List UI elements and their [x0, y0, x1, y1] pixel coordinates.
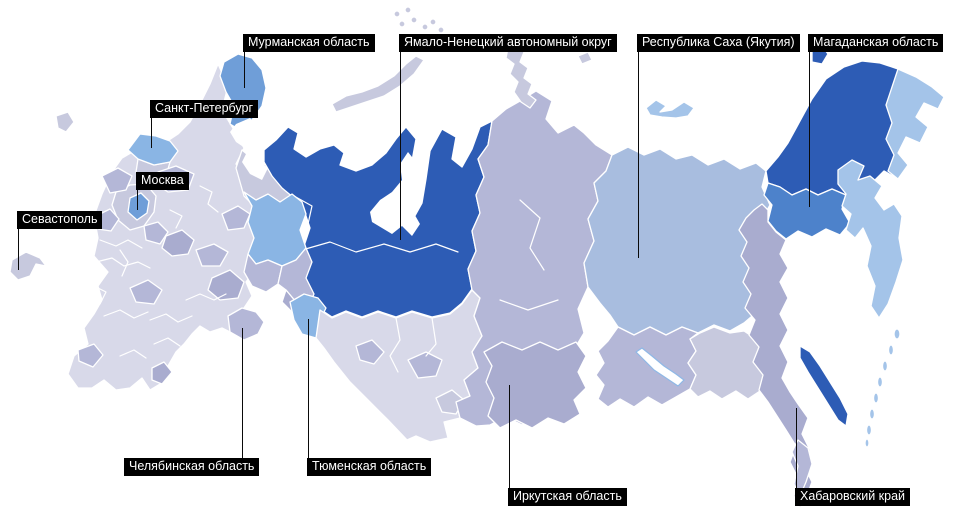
border-line — [149, 313, 193, 323]
border-line — [99, 239, 143, 249]
severnaya-zemlya-2 — [577, 51, 593, 65]
novaya-zemlya-south — [331, 55, 425, 113]
white-sea — [230, 118, 268, 180]
ob-gulf — [370, 152, 420, 236]
leader-line — [400, 52, 401, 240]
leader-line — [796, 408, 797, 488]
callout-label: Магаданская область — [808, 34, 944, 52]
callout-label: Тюменская область — [307, 458, 432, 476]
region-krasnodar[interactable] — [77, 343, 104, 368]
border-line — [119, 349, 147, 359]
callout-label: Иркутская область — [508, 488, 627, 506]
callout-label: Москва — [136, 172, 189, 190]
callout-label: Республика Саха (Якутия) — [637, 34, 800, 52]
franz-josef-land — [393, 6, 445, 34]
leader-line — [244, 52, 245, 88]
region-leningrad-spb[interactable] — [127, 133, 179, 166]
novaya-zemlya-north — [505, 43, 537, 109]
region-novosibirsk[interactable] — [407, 351, 443, 379]
kuril-islands — [864, 328, 901, 448]
border-line — [169, 209, 183, 229]
region-komi[interactable] — [243, 191, 307, 267]
region-chelyabinsk[interactable] — [227, 307, 265, 341]
leader-line — [151, 118, 152, 148]
region-dagestan[interactable] — [151, 361, 173, 385]
region-ural-strip[interactable] — [277, 247, 315, 309]
region-krasnoyarsk[interactable] — [455, 90, 613, 427]
border-line — [499, 299, 559, 311]
region-chukotka-east[interactable] — [885, 68, 945, 180]
region-tatarstan[interactable] — [195, 243, 229, 267]
callout-label: Хабаровский край — [795, 488, 911, 506]
region-omsk[interactable] — [355, 339, 385, 365]
region-sakha[interactable] — [583, 146, 771, 336]
region-irkutsk[interactable] — [483, 341, 587, 429]
leader-line — [638, 52, 639, 258]
region-zabaikal[interactable] — [595, 326, 699, 408]
border-line — [293, 195, 313, 225]
leader-line — [18, 229, 19, 270]
callout-label: Челябинская область — [124, 458, 260, 476]
region-bashkortostan[interactable] — [207, 269, 245, 301]
border-line — [153, 337, 181, 347]
region-sakhalin[interactable] — [799, 345, 849, 427]
border-line — [389, 317, 401, 373]
region-kaliningrad[interactable] — [55, 111, 75, 133]
region-magadan[interactable] — [763, 182, 851, 240]
border-line — [185, 293, 227, 301]
border-line — [119, 249, 129, 277]
leader-line — [242, 328, 243, 458]
border-line — [425, 317, 437, 357]
border-line — [519, 199, 545, 271]
border-line — [95, 257, 151, 269]
region-ryazan[interactable] — [143, 221, 169, 245]
region-crimea-sevastopol[interactable] — [9, 251, 47, 281]
callout-label: Мурманская область — [243, 34, 375, 52]
border-line — [93, 285, 107, 305]
new-siberian-islands — [645, 99, 695, 119]
callout-label: Севастополь — [17, 211, 103, 229]
leader-line — [809, 52, 810, 207]
callout-label: Ямало-Ненецкий автономный округ — [399, 34, 617, 52]
leader-line — [137, 190, 138, 210]
region-tver[interactable] — [101, 167, 133, 194]
region-amur[interactable] — [687, 326, 765, 400]
border-line — [103, 309, 149, 319]
lake-baikal — [635, 347, 685, 387]
region-saratov[interactable] — [129, 279, 163, 305]
region-kirov[interactable] — [221, 205, 251, 231]
region-volga[interactable] — [161, 229, 195, 257]
leader-line — [509, 385, 510, 488]
callout-label: Санкт-Петербург — [150, 100, 259, 118]
border-line — [199, 185, 219, 213]
region-moscow-city[interactable] — [127, 192, 150, 221]
region-kamchatka[interactable] — [837, 159, 904, 319]
leader-line — [308, 319, 309, 458]
border-line — [301, 241, 459, 253]
